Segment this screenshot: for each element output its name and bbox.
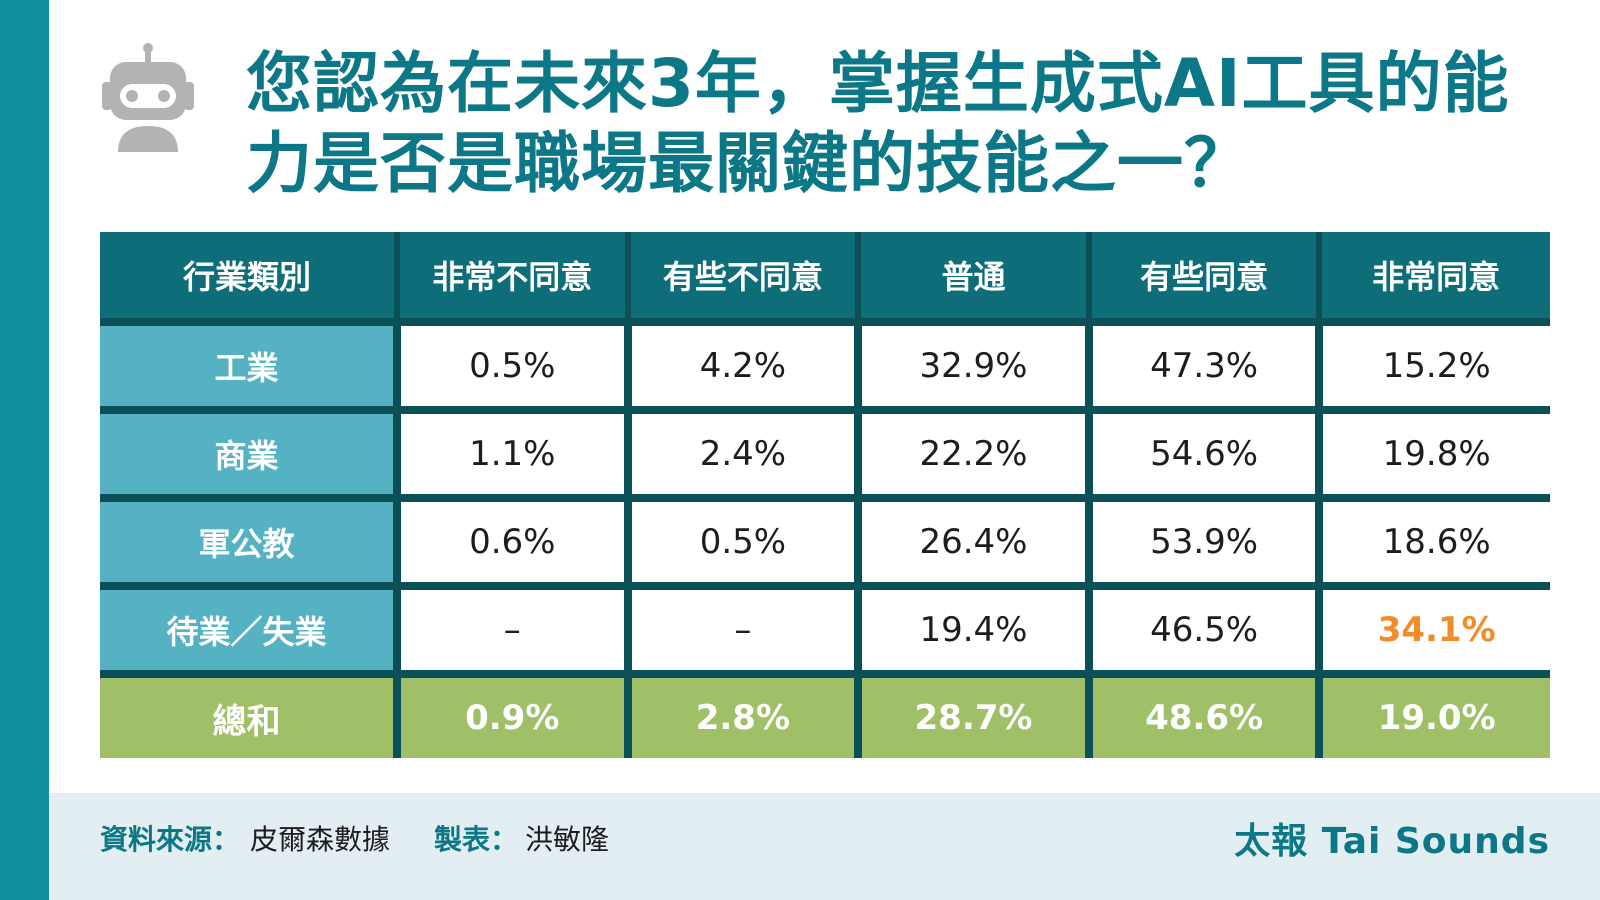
- total-cell: 48.6%: [1084, 674, 1320, 758]
- total-cell: 28.7%: [854, 674, 1089, 758]
- row-category: 商業: [100, 410, 397, 498]
- table-cell: –: [623, 586, 859, 674]
- table-cell: –: [393, 586, 628, 674]
- table-row: 工業 0.5% 4.2% 32.9% 47.3% 15.2%: [100, 322, 1550, 410]
- column-header: 有些同意: [1085, 232, 1320, 322]
- table-row: 待業／失業 – – 19.4% 46.5% 34.1%: [100, 586, 1550, 674]
- table-cell: 4.2%: [623, 322, 859, 410]
- column-header: 非常同意: [1316, 232, 1550, 322]
- table-cell: 0.5%: [393, 322, 628, 410]
- footer: [49, 793, 1600, 900]
- row-category: 軍公教: [100, 498, 397, 586]
- table-header-row: 行業類別 非常不同意 有些不同意 普通 有些同意 非常同意: [100, 232, 1550, 322]
- table-cell: 0.6%: [393, 498, 628, 586]
- table-cell: 0.5%: [623, 498, 859, 586]
- table-cell: 19.4%: [854, 586, 1089, 674]
- robot-icon: [98, 42, 202, 154]
- total-cell: 2.8%: [623, 674, 859, 758]
- table-cell: 32.9%: [854, 322, 1089, 410]
- column-header: 普通: [855, 232, 1089, 322]
- table-cell: 15.2%: [1315, 322, 1550, 410]
- maker-label: 製表：: [434, 823, 519, 856]
- table-cell: 26.4%: [854, 498, 1089, 586]
- row-category: 工業: [100, 322, 397, 410]
- survey-table: 行業類別 非常不同意 有些不同意 普通 有些同意 非常同意 工業 0.5% 4.…: [100, 232, 1550, 758]
- table-cell: 47.3%: [1084, 322, 1320, 410]
- table-row: 軍公教 0.6% 0.5% 26.4% 53.9% 18.6%: [100, 498, 1550, 586]
- row-category: 待業／失業: [100, 586, 397, 674]
- total-cell: 0.9%: [393, 674, 628, 758]
- total-cell: 19.0%: [1315, 674, 1550, 758]
- table-cell: 2.4%: [623, 410, 859, 498]
- column-header: 有些不同意: [624, 232, 859, 322]
- table-cell: 54.6%: [1084, 410, 1320, 498]
- table-cell: 53.9%: [1084, 498, 1320, 586]
- table-cell: 19.8%: [1315, 410, 1550, 498]
- total-row: 總和 0.9% 2.8% 28.7% 48.6% 19.0%: [100, 674, 1550, 758]
- accent-bar: [0, 0, 49, 900]
- table-cell: 46.5%: [1084, 586, 1320, 674]
- total-label: 總和: [100, 674, 397, 758]
- page-title: 您認為在未來3年，掌握生成式AI工具的能力是否是職場最關鍵的技能之一？: [246, 45, 1510, 202]
- table-cell: 18.6%: [1315, 498, 1550, 586]
- source-label: 資料來源：: [100, 823, 241, 856]
- maker-value: 洪敏隆: [525, 823, 610, 856]
- table-row: 商業 1.1% 2.4% 22.2% 54.6% 19.8%: [100, 410, 1550, 498]
- brand-logo: 太報 Tai Sounds: [1234, 821, 1550, 862]
- column-header: 行業類別: [100, 232, 397, 322]
- highlighted-cell: 34.1%: [1315, 586, 1550, 674]
- table-cell: 1.1%: [393, 410, 628, 498]
- column-header: 非常不同意: [394, 232, 628, 322]
- table-cell: 22.2%: [854, 410, 1089, 498]
- source-value: 皮爾森數據: [250, 823, 391, 856]
